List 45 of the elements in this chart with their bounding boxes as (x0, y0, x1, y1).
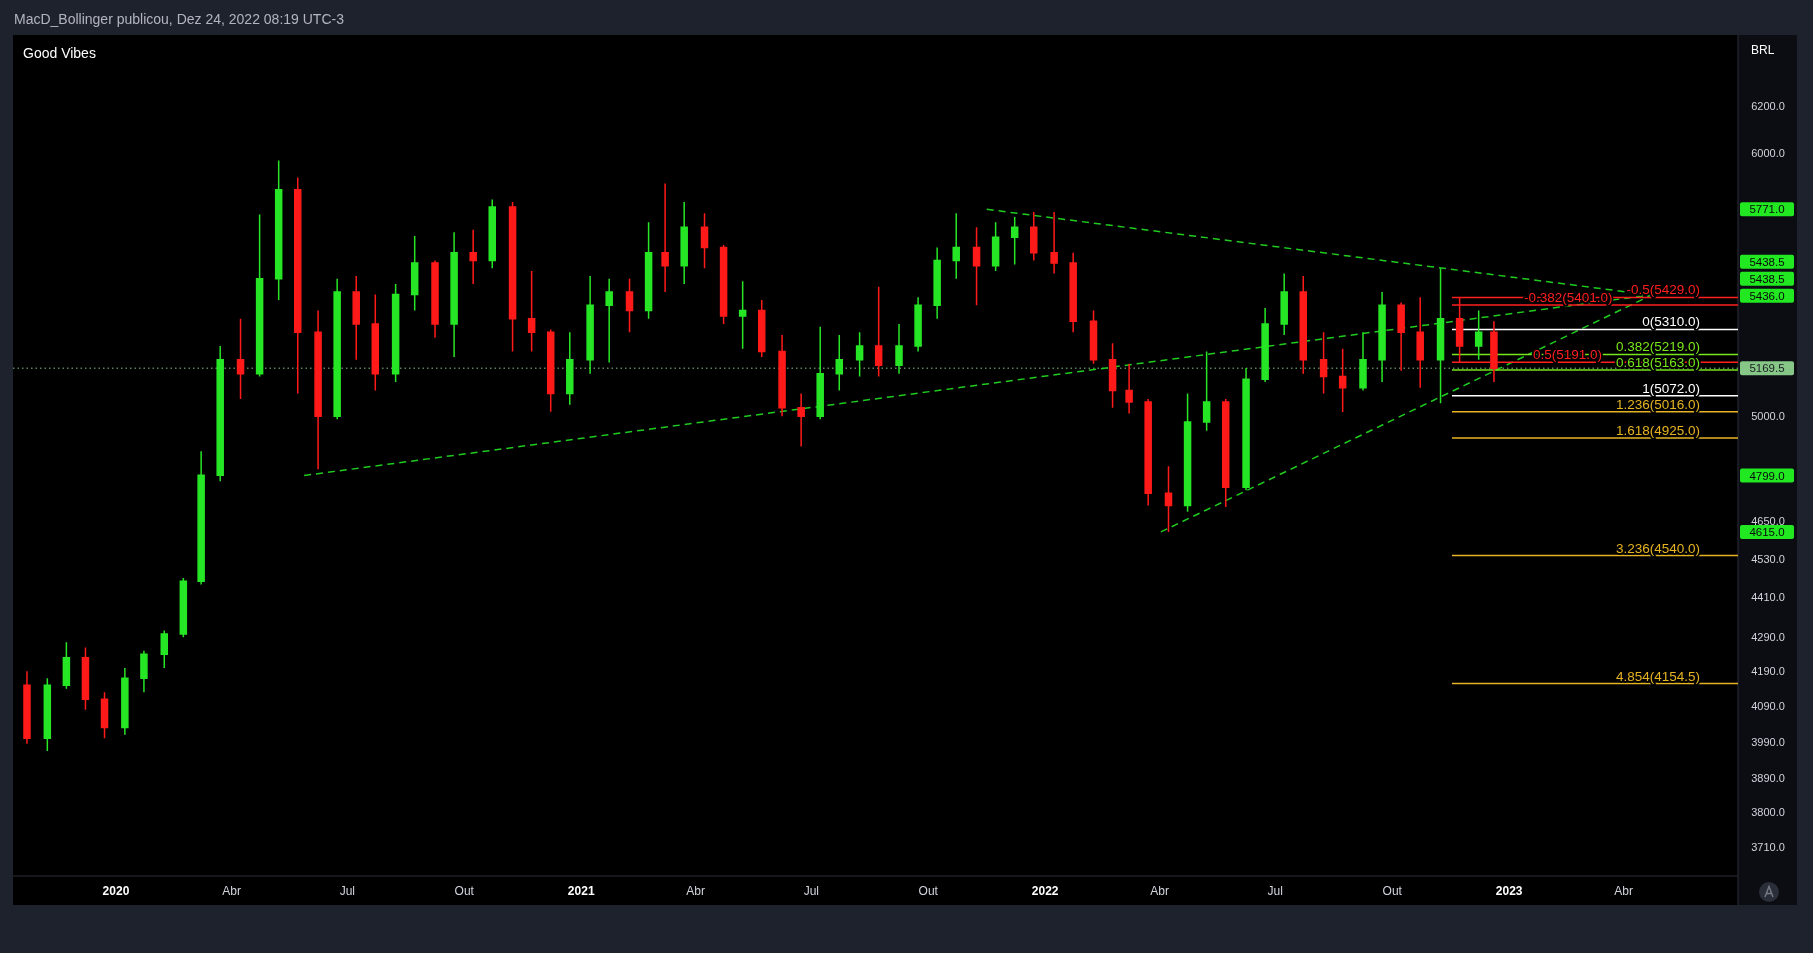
series-label: 1.618(4925.0) (1615, 423, 1700, 439)
text: 5771.0 (1749, 203, 1785, 216)
series-label: 3.236(4540.0) (1615, 540, 1700, 556)
x-tick-label: Abr (686, 884, 705, 898)
series-label: -0.5(5429.0) (1626, 282, 1700, 298)
y-tick-label: 3890.0 (1751, 772, 1785, 785)
x-tick-label: 2023 (1495, 884, 1523, 898)
y-tick-label: 4290.0 (1751, 631, 1785, 644)
x-tick-label: 2021 (567, 884, 595, 898)
y-tick-label: 4090.0 (1751, 700, 1785, 713)
x-tick-label: Jul (339, 884, 355, 898)
y-tick-label: 3990.0 (1751, 735, 1785, 748)
x-tick-label: 2022 (1031, 884, 1059, 898)
x-tick-label: Abr (222, 884, 241, 898)
text: 4799.0 (1749, 469, 1785, 482)
series-label: 4.854(4154.5) (1615, 668, 1700, 684)
x-tick-label: 2020 (102, 884, 130, 898)
x-tick-label: Out (918, 884, 939, 898)
text: 5438.5 (1749, 272, 1785, 285)
y-tick-label: 3800.0 (1751, 806, 1785, 819)
y-tick-label: 4410.0 (1751, 591, 1785, 604)
y-axis-title: BRL (1751, 43, 1775, 57)
y-tick-label: 4530.0 (1751, 552, 1785, 565)
series-label: 0(5310.0) (1642, 314, 1700, 330)
x-tick-label: Out (1382, 884, 1403, 898)
y-tick-label: 6000.0 (1751, 147, 1785, 160)
x-tick-label: Out (454, 884, 475, 898)
series-label: 0.382(5219.0) (1615, 339, 1700, 355)
y-tick-label: 5000.0 (1751, 410, 1785, 423)
y-tick-label: 6200.0 (1751, 99, 1785, 112)
y-tick-label: 4190.0 (1751, 665, 1785, 678)
series-label: 1(5072.0) (1642, 380, 1700, 396)
text: 5436.0 (1749, 289, 1785, 302)
x-tick-label: Abr (1150, 884, 1169, 898)
ref-line-label: 5169.5 (1749, 362, 1785, 375)
y-tick-label: 4650.0 (1751, 514, 1785, 527)
x-tick-label: Jul (803, 884, 819, 898)
x-tick-label: Abr (1614, 884, 1633, 898)
series-label: 1.236(5016.0) (1615, 396, 1700, 412)
text: 5438.5 (1749, 255, 1785, 268)
y-tick-label: 3710.0 (1751, 840, 1785, 853)
text: MacD_Bollinger publicou, Dez 24, 2022 08:19 UTC-3 (14, 11, 345, 27)
text: 4615.0 (1749, 525, 1785, 538)
text: Good Vibes (23, 45, 96, 61)
x-tick-label: Jul (1267, 884, 1283, 898)
